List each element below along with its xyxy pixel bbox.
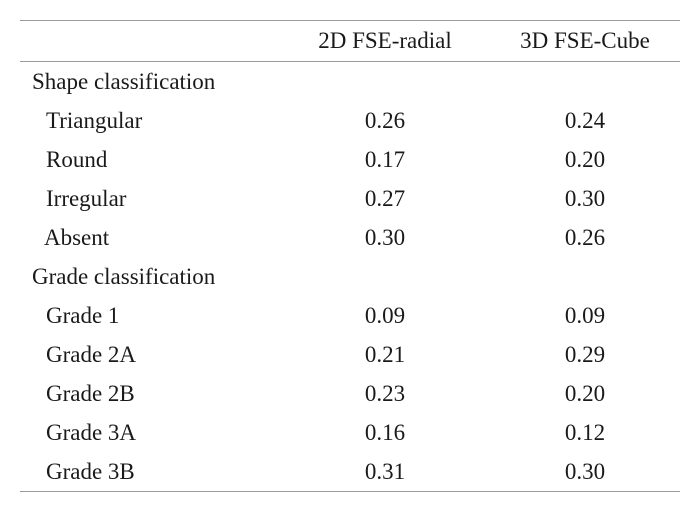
- row-label: Grade 2A: [46, 341, 137, 367]
- table-row: Absent 0.30 0.26: [20, 218, 680, 257]
- table-row: Grade 1 0.09 0.09: [20, 296, 680, 335]
- value-2d-fse-radial: 0.16: [364, 419, 406, 445]
- value-2d-fse-radial: 0.26: [364, 107, 406, 133]
- value-3d-fse-cube: 0.09: [564, 302, 606, 328]
- row-label: Round: [46, 146, 108, 172]
- section-row-grade-classification: Grade classification: [20, 257, 680, 296]
- value-3d-fse-cube: 0.20: [564, 146, 606, 172]
- header-row: 2D FSE-radial 3D FSE-Cube: [20, 20, 680, 62]
- section-empty-cell: [490, 62, 680, 102]
- table-row: Triangular 0.26 0.24: [20, 101, 680, 140]
- value-3d-fse-cube: 0.20: [564, 380, 606, 406]
- value-2d-fse-radial: 0.30: [364, 224, 406, 250]
- row-label: Triangular: [46, 107, 143, 133]
- section-label: Grade classification: [32, 263, 216, 289]
- table-row: Grade 3A 0.16 0.12: [20, 413, 680, 452]
- value-3d-fse-cube: 0.30: [564, 185, 606, 211]
- value-2d-fse-radial: 0.17: [364, 146, 406, 172]
- row-label: Grade 3B: [46, 458, 135, 484]
- table-row: Grade 3B 0.31 0.30: [20, 452, 680, 492]
- row-label: Grade 1: [46, 302, 120, 328]
- table-header: 2D FSE-radial 3D FSE-Cube: [20, 20, 680, 62]
- value-2d-fse-radial: 0.23: [364, 380, 406, 406]
- value-2d-fse-radial: 0.21: [364, 341, 406, 367]
- header-2d-fse-radial: 2D FSE-radial: [318, 28, 452, 53]
- table-row: Grade 2B 0.23 0.20: [20, 374, 680, 413]
- value-3d-fse-cube: 0.30: [564, 458, 606, 484]
- row-label: Grade 2B: [46, 380, 135, 406]
- value-3d-fse-cube: 0.26: [564, 224, 606, 250]
- section-label: Shape classification: [32, 68, 216, 94]
- value-3d-fse-cube: 0.12: [564, 419, 606, 445]
- value-2d-fse-radial: 0.27: [364, 185, 406, 211]
- header-label-column: [20, 21, 280, 62]
- value-2d-fse-radial: 0.31: [364, 458, 406, 484]
- table-row: Grade 2A 0.21 0.29: [20, 335, 680, 374]
- value-3d-fse-cube: 0.24: [564, 107, 606, 133]
- value-2d-fse-radial: 0.09: [364, 302, 406, 328]
- section-empty-cell: [490, 257, 680, 296]
- data-table-container: 2D FSE-radial 3D FSE-Cube Shape classifi…: [20, 20, 680, 492]
- section-row-shape-classification: Shape classification: [20, 62, 680, 102]
- row-label: Absent: [44, 224, 110, 250]
- row-label: Grade 3A: [46, 419, 137, 445]
- value-3d-fse-cube: 0.29: [564, 341, 606, 367]
- table-row: Round 0.17 0.20: [20, 140, 680, 179]
- data-table: 2D FSE-radial 3D FSE-Cube Shape classifi…: [20, 20, 680, 492]
- section-empty-cell: [280, 257, 490, 296]
- section-empty-cell: [280, 62, 490, 102]
- header-3d-fse-cube: 3D FSE-Cube: [520, 28, 650, 53]
- table-body: Shape classification Triangular 0.26 0.2…: [20, 62, 680, 492]
- table-row: Irregular 0.27 0.30: [20, 179, 680, 218]
- row-label: Irregular: [46, 185, 127, 211]
